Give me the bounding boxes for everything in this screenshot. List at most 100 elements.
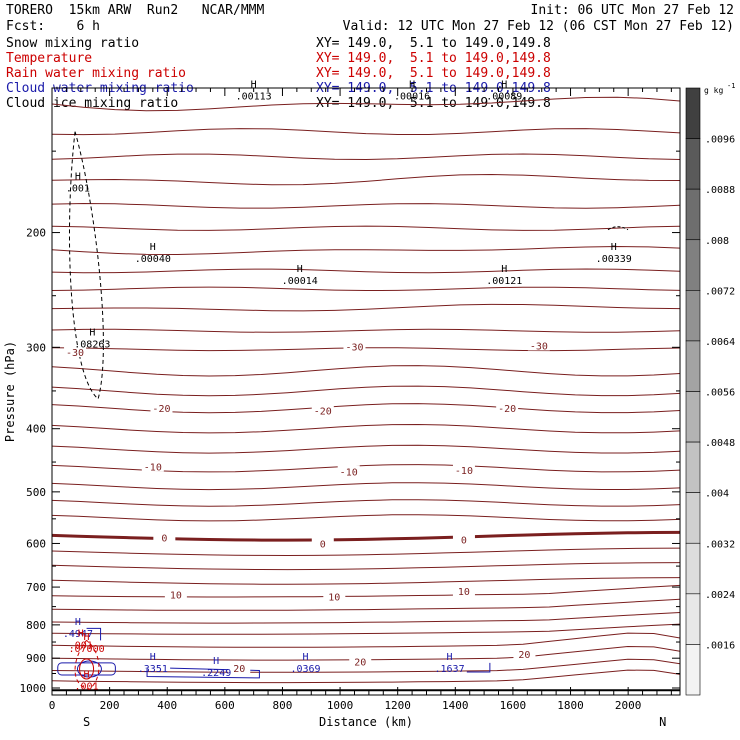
colorbar-label: .0016 [705,640,735,651]
y-tick-label: 700 [26,581,46,594]
plot-frame [51,87,681,696]
cloud-water-contour [76,660,102,678]
colorbar-swatch [685,340,701,392]
field-name: Cloud ice mixing ratio [6,96,179,111]
maximum-value: .08263 [74,339,110,350]
isotherm-line [51,623,681,635]
isotherm-label: 10 [170,590,182,601]
isotherm-label-bg [323,590,346,602]
isotherm-line [51,612,681,624]
maximum-value: .00016 [394,92,430,103]
maximum-value: .00113 [236,92,272,103]
valid-time: Valid: 12 UTC Mon 27 Feb 12 (06 CST Mon … [342,19,734,34]
colorbar-swatch [685,644,701,696]
colorbar-label: .0024 [705,590,735,601]
maximum-marker: H [84,669,90,680]
x-tick-label: 400 [157,699,177,712]
maximum-marker: H [251,80,257,91]
fcst-label: Fcst: [6,19,46,34]
isotherm-line [51,632,681,648]
isotherm-label: -30 [530,341,548,352]
isotherm-label-bg [228,662,251,674]
y-axis-label: Pressure (hPa) [3,341,17,442]
maximum-marker: H [447,652,453,663]
isotherm-label: -30 [66,348,84,359]
maximum-marker: H [213,656,219,667]
isotherm-label-bg [527,339,550,351]
isotherm-line [51,268,681,274]
isotherm-label-bg [452,585,475,597]
field-name: Rain water mixing ratio [6,66,187,81]
isotherm-label-bg [496,402,519,414]
isotherm-label-bg [141,460,164,472]
maximum-marker: H [302,652,308,663]
maximum-value: .1637 [434,664,464,675]
forecast-hour: Fcst: 6 h [6,19,100,34]
isotherm-line [51,530,681,542]
colorbar-label: .008 [705,236,729,247]
maximum-value: .00089 [486,92,522,103]
colorbar-label: .004 [705,489,729,500]
maximum-marker: H [78,629,84,640]
y-tick-label: 600 [26,537,46,550]
x-tick-label: 2000 [615,699,642,712]
x-tick-label: 1400 [442,699,469,712]
maximum-value: .00339 [596,254,632,265]
run-name: Run2 [146,3,179,18]
isotherm-line [51,173,681,186]
maximum-marker: H [75,172,81,183]
isotherm-line [51,303,681,312]
cloud-water-contour [86,627,102,641]
x-tick-label: 1000 [327,699,354,712]
isotherm-label: -20 [314,406,332,417]
maximum-marker: H [611,242,617,253]
isotherm-label-bg [337,465,360,477]
isotherm-label: 0 [461,536,467,547]
ice-contour [69,131,104,400]
colorbar-label: .0072 [705,286,735,297]
y-tick-label: 1000 [20,682,47,695]
x-tick-label: 1800 [557,699,584,712]
maximum-marker: H [89,327,95,338]
endpoint-north: N [659,715,666,729]
colorbar-unit-exponent: -1 [727,82,735,90]
field-cross-section-coords: XY= 149.0, 5.1 to 149.0,149.8 [316,36,551,51]
colorbar-swatch [685,542,701,595]
maximum-marker: H [150,652,156,663]
isotherm-line [51,245,681,256]
isotherm-line [51,385,681,397]
isotherm-line [51,514,681,522]
maximum-marker: H [150,242,156,253]
y-tick-label: 800 [26,619,46,632]
isotherm-label: 20 [233,664,245,675]
isotherm-label: -20 [498,404,516,415]
isotherm-label: -10 [340,467,358,478]
x-axis-label: Distance (km) [319,715,413,729]
isotherm-label-bg [64,345,87,357]
maximum-marker: H [501,80,507,91]
model-title: TORERO 15km ARW Run2 NCAR/MMM [6,3,264,18]
isotherm-label-bg [349,655,372,667]
cloud-water-contour [57,662,116,676]
maximum-value: .0369 [290,664,320,675]
maximum-value: .07000 [69,644,105,655]
colorbar-swatch [685,593,701,645]
isotherm-label: 0 [320,539,326,550]
maximum-value: .2249 [201,668,231,679]
init-time: Init: 06 UTC Mon 27 Feb 12 [530,3,735,18]
isotherm-line [51,482,681,491]
colorbar-unit: g kg [704,86,723,95]
grid-spacing: 15km ARW [68,3,132,18]
isotherm-label-bg [452,533,475,545]
isotherm-line [51,598,681,611]
rain-water-contour [74,639,100,690]
y-tick-label: 300 [26,341,46,354]
isotherm-line [51,128,681,136]
field-cross-section-coords: XY= 149.0, 5.1 to 149.0,149.8 [316,96,551,111]
maximum-value: .001 [75,681,99,692]
isotherm-line [51,403,681,414]
model-name: TORERO [6,3,53,18]
maximum-marker: H [84,632,90,643]
isotherm-label: -30 [345,342,363,353]
isotherm-label: 10 [328,593,340,604]
